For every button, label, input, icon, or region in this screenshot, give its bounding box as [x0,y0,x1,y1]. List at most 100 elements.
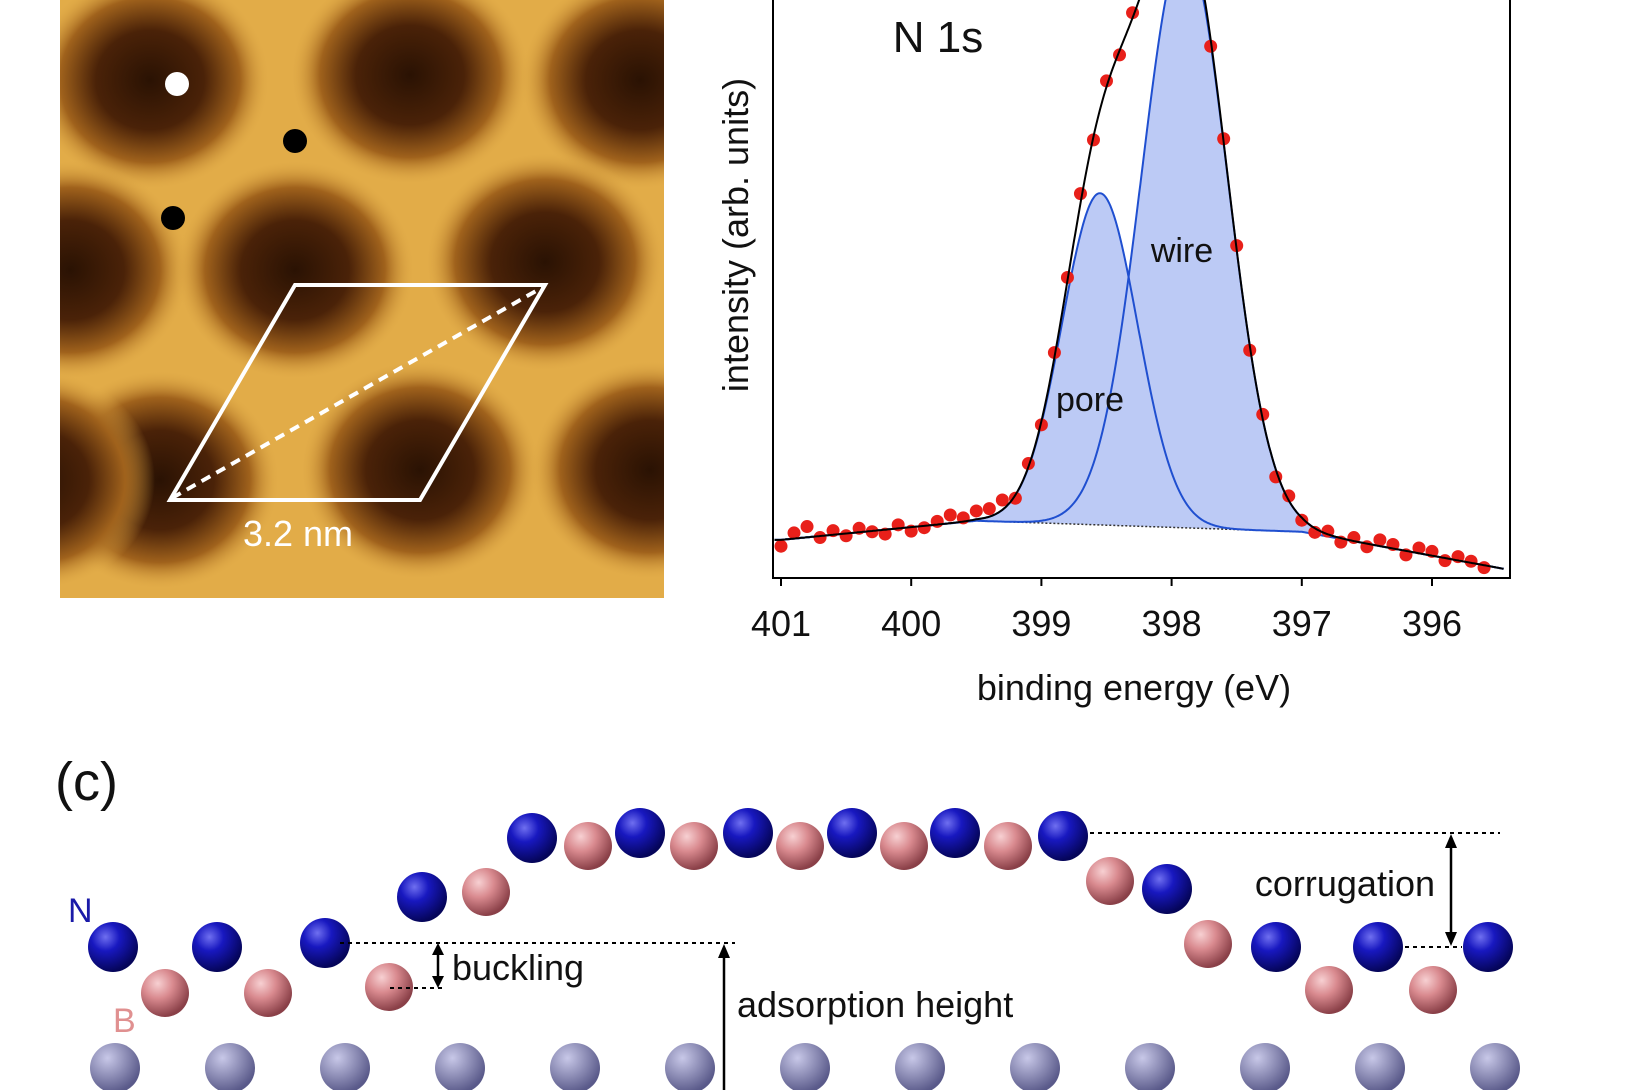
substrate-atom [1470,1043,1520,1090]
nitrogen-atom [827,808,877,858]
boron-atom [365,963,413,1011]
stm-pore [175,160,415,380]
annotation-wire: wire [1150,232,1213,270]
boron-atom [1086,857,1134,905]
substrate-atom [895,1043,945,1090]
stm-image: 3.2 nm [60,0,910,598]
boron-atom [564,822,612,870]
x-ticks: 401 400 399 398 397 396 [751,578,1462,644]
y-axis-label: intensity (arb. units) [715,78,756,392]
x-tick-label: 398 [1142,603,1202,644]
buckling-label: buckling [452,947,584,988]
substrate-atom [1355,1043,1405,1090]
boron-atom [1305,966,1353,1014]
boron-atom [244,969,292,1017]
substrate-atom [435,1043,485,1090]
panel-label: (c) [55,752,118,812]
data-point [1412,541,1426,555]
data-point [1438,554,1452,568]
nitrogen-atom [397,872,447,922]
stm-pore [670,160,910,380]
nitrogen-atom [507,813,557,863]
nitrogen-atom [1142,864,1192,914]
data-point [774,539,788,553]
marker-white-dot [165,72,189,96]
boron-atom [670,822,718,870]
boron-atom [984,822,1032,870]
atom-label-n: N [68,892,93,930]
nitrogen-atom [1353,922,1403,972]
data-point [839,529,853,543]
substrate-atom [90,1043,140,1090]
stm-pore [530,360,664,580]
unit-cell [166,283,549,502]
data-point [943,508,957,522]
x-axis-label: binding energy (eV) [977,667,1291,708]
substrate-atom [1240,1043,1290,1090]
boron-atom [880,822,928,870]
boron-atom [141,969,189,1017]
xps-chart: 401 400 399 398 397 396 N 1s wire pore intens… [715,0,1511,708]
nitrogen-atom [1038,811,1088,861]
substrate-atom [550,1043,600,1090]
nitrogen-atom [930,808,980,858]
nitrogen-atom [1251,922,1301,972]
stm-pores [60,0,910,590]
stm-pore [60,372,155,588]
fit-envelope [774,0,1504,570]
data-point [1008,491,1022,505]
substrate-atom [780,1043,830,1090]
data-point [787,526,801,540]
unit-cell-diagonal [171,285,544,500]
scale-label: 3.2 nm [243,513,353,554]
substrate-atom [205,1043,255,1090]
stm-pore [300,360,540,580]
plot-frame [772,0,1511,579]
data-point [1295,513,1309,527]
nitrogen-atom [300,918,350,968]
stm-pore [60,160,190,380]
component-fill [774,0,1504,569]
x-tick-label: 397 [1272,603,1332,644]
data-point [1477,561,1491,575]
adsorption-height-label: adsorption height [737,984,1013,1025]
atoms [88,808,1520,1090]
data-point [917,521,931,535]
data-point [969,504,983,518]
boron-atom [1184,920,1232,968]
stm-pore [425,152,664,372]
boron-atom [462,868,510,916]
hbn-structure: (c) N B buckling corrugation adsorption … [55,752,1520,1090]
data-point [1464,554,1478,568]
corrugation-label: corrugation [1255,863,1435,904]
stm-pore [60,0,270,190]
data-point [995,493,1009,507]
x-tick-label: 400 [881,603,941,644]
arrows [432,834,1457,1090]
chart-title: N 1s [893,13,983,62]
data-point [982,502,996,516]
substrate-atom [320,1043,370,1090]
nitrogen-atom [1463,922,1513,972]
data-point [800,520,814,534]
boron-atom [1409,966,1457,1014]
stm-pore [290,0,530,185]
nitrogen-atom [615,808,665,858]
marker-black-dot [283,129,307,153]
x-tick-label: 399 [1011,603,1071,644]
x-tick-label: 401 [751,603,811,644]
substrate-atom [1125,1043,1175,1090]
substrate-atom [1010,1043,1060,1090]
marker-black-dot [161,206,185,230]
data-point [1373,533,1387,547]
x-tick-label: 396 [1402,603,1462,644]
atom-label-b: B [113,1002,136,1040]
background-line [774,520,1504,570]
nitrogen-atom [88,922,138,972]
reference-lines [340,832,1500,989]
boron-atom [776,822,824,870]
nitrogen-atom [723,808,773,858]
data-point [813,531,827,545]
annotation-pore: pore [1056,381,1124,419]
